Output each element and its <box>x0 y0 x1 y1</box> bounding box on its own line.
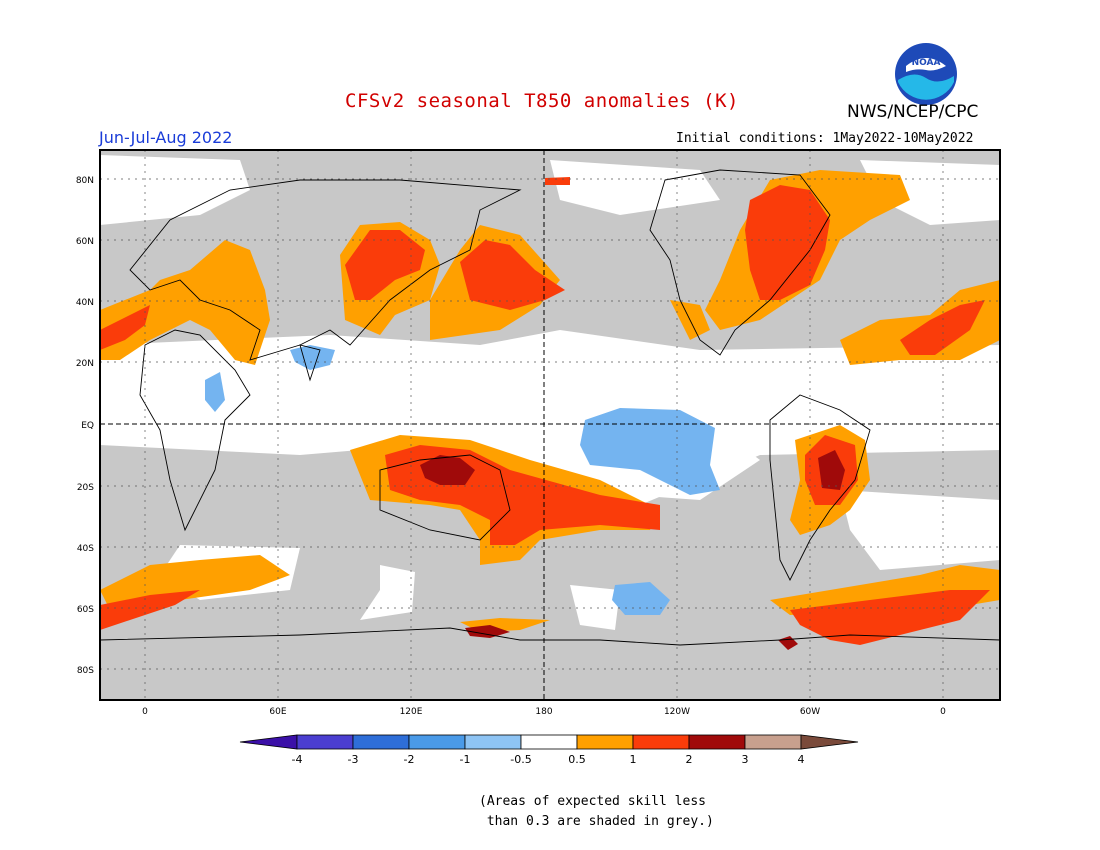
lon-label: 120E <box>400 707 423 717</box>
lat-label: 40S <box>77 544 94 554</box>
colorbar-arrow-high <box>800 734 859 750</box>
colorbar-tick-label: -2 <box>404 753 415 766</box>
lon-label: 0 <box>142 707 148 717</box>
colorbar-arrow-low <box>239 734 298 750</box>
logo-text: NOAA <box>912 58 941 68</box>
map-title: CFSv2 seasonal T850 anomalies (K) <box>345 90 739 112</box>
colorbar-box <box>464 734 522 750</box>
colorbar-tick-label: 4 <box>798 753 805 766</box>
colorbar-labels: -4 -3 -2 -1 -0.5 0.5 1 2 3 4 <box>292 753 805 766</box>
lat-label: EQ <box>81 421 94 431</box>
coastlines <box>100 169 1000 646</box>
lon-label: 0 <box>940 707 946 717</box>
colorbar-tick-label: 0.5 <box>568 753 586 766</box>
lon-label: 180 <box>535 707 552 717</box>
colorbar-box <box>296 734 354 750</box>
colorbar-box <box>408 734 466 750</box>
tropical-white-band <box>100 330 1000 505</box>
colorbar-box <box>520 734 578 750</box>
lat-label: 60N <box>76 237 94 247</box>
lon-label: 120W <box>664 707 690 717</box>
colorbar-tick-label: 3 <box>742 753 749 766</box>
lon-label: 60E <box>269 707 286 717</box>
colorbar-box <box>352 734 410 750</box>
colorbar-box <box>632 734 690 750</box>
map-frame <box>99 149 1001 701</box>
colorbar-tick-label: 1 <box>630 753 637 766</box>
lat-label: 80S <box>77 666 94 676</box>
lat-label: 20N <box>76 359 94 369</box>
colorbar-box <box>744 734 802 750</box>
colorbar-tick-label: -1 <box>460 753 471 766</box>
anomaly-enso-cool <box>580 408 720 495</box>
anomaly-core-australia <box>420 455 475 485</box>
lat-axis: 80N 60N 40N 20N EQ 20S 40S 60S 80S <box>76 176 94 676</box>
lat-label: 60S <box>77 605 94 615</box>
colorbar-tick-label: -3 <box>348 753 359 766</box>
colorbar-box <box>688 734 746 750</box>
lat-label: 80N <box>76 176 94 186</box>
colorbar-tick-label: 2 <box>686 753 693 766</box>
lon-label: 60W <box>800 707 820 717</box>
lat-label: 20S <box>77 483 94 493</box>
lon-axis: 0 60E 120E 180 120W 60W 0 <box>142 707 946 717</box>
period-label: Jun-Jul-Aug 2022 <box>99 128 233 147</box>
colorbar <box>239 734 859 750</box>
colorbar-tick-label: -4 <box>292 753 303 766</box>
lat-label: 40N <box>76 298 94 308</box>
initial-conditions: Initial conditions: 1May2022-10May2022 <box>676 131 974 146</box>
graticule <box>100 150 1000 700</box>
colorbar-box <box>576 734 634 750</box>
anomaly-africa-mideast <box>100 240 270 365</box>
colorbar-tick-label: -0.5 <box>510 753 531 766</box>
anomaly-field <box>100 150 1000 700</box>
skill-note: (Areas of expected skill less than 0.3 a… <box>479 794 714 829</box>
noaa-logo: NOAA <box>895 43 957 105</box>
organization: NWS/NCEP/CPC <box>847 102 979 122</box>
anomaly-north-america <box>745 185 830 300</box>
